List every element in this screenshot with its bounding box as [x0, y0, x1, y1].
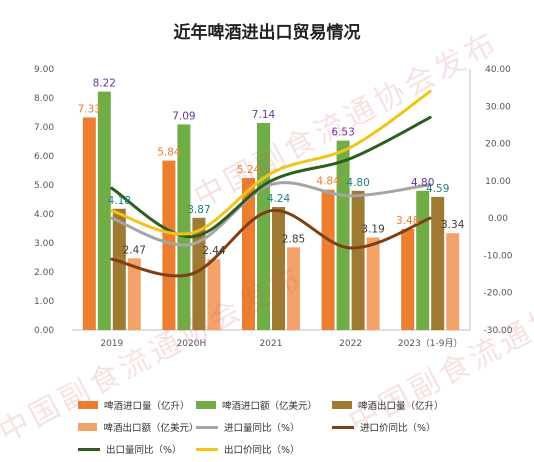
- legend-item: 啤酒出口额（亿美元）: [78, 420, 199, 434]
- legend-swatch: [78, 423, 98, 431]
- left-y-tick-label: 8.00: [34, 94, 54, 104]
- bar-data-label: 2.44: [202, 245, 226, 257]
- bar-data-label: 3.34: [441, 219, 465, 231]
- bar: [446, 233, 460, 330]
- bar-data-label: 7.09: [172, 110, 195, 122]
- bar-data-label: 7.33: [78, 103, 101, 115]
- left-y-tick-label: 5.00: [34, 181, 54, 191]
- legend-item: 啤酒进口额（亿美元）: [196, 398, 332, 412]
- right-y-tick-label: 40.00: [485, 65, 511, 75]
- x-tick-label: 2021: [260, 339, 283, 349]
- legend: 啤酒进口量（亿升） 啤酒进口额（亿美元） 啤酒出口量（亿升） 啤酒出口额（亿美元） 进口…: [78, 398, 518, 456]
- bar-data-label: 4.24: [267, 193, 291, 205]
- bar: [112, 208, 126, 330]
- bar-data-label: 5.24: [237, 164, 261, 176]
- bar: [127, 258, 141, 330]
- bar: [257, 122, 270, 330]
- left-y-tick-label: 7.00: [34, 123, 54, 133]
- bar-data-label: 5.84: [157, 147, 181, 159]
- bar-data-label: 2.47: [123, 244, 146, 256]
- right-y-tick-label: -20.00: [483, 289, 512, 299]
- bar: [162, 160, 176, 330]
- bar-data-label: 2.85: [282, 233, 305, 245]
- legend-item: 啤酒出口量（亿升）: [332, 398, 482, 412]
- bar: [192, 217, 206, 330]
- bars: [82, 91, 460, 331]
- data-labels: 7.33 5.84 5.24 4.84 3.48 8.22 7.09 7.14 6.53 4.80…: [78, 78, 465, 258]
- left-y-tick-label: 4.00: [34, 210, 54, 220]
- legend-swatch: [196, 401, 216, 409]
- legend-swatch: [78, 401, 98, 409]
- legend-label: 进口价同比（%）: [360, 423, 436, 434]
- left-y-tick-label: 1.00: [34, 297, 54, 307]
- bar: [272, 207, 285, 330]
- left-y-tick-label: 3.00: [34, 239, 54, 249]
- legend-label: 进口量同比（%）: [224, 423, 300, 434]
- bar-data-label: 6.53: [331, 127, 354, 139]
- series-line: [110, 89, 432, 236]
- legend-label: 出口量同比（%）: [106, 445, 182, 456]
- right-y-tick-label: 0.00: [488, 214, 508, 224]
- series-line: [110, 115, 432, 239]
- legend-swatch: [196, 425, 218, 429]
- legend-label: 啤酒出口额（亿美元）: [103, 423, 199, 434]
- legend-swatch: [196, 447, 218, 451]
- legend-label: 啤酒进口额（亿美元）: [222, 401, 318, 412]
- bar: [351, 190, 365, 330]
- legend-item: 进口价同比（%）: [332, 420, 482, 434]
- bar-data-label: 8.22: [93, 78, 116, 90]
- bar-data-label: 3.19: [361, 223, 384, 235]
- bar: [401, 229, 415, 330]
- bar-data-label: 4.80: [411, 177, 434, 189]
- legend-item: 进口量同比（%）: [196, 420, 332, 434]
- bar-data-label: 7.14: [252, 109, 276, 121]
- legend-swatch: [332, 401, 352, 409]
- axes: 0.00 1.00 2.00 3.00 4.00 5.00 6.00 7.00 8.00 9.00…: [34, 65, 513, 349]
- x-tick-label: 2022: [339, 339, 362, 349]
- bar: [287, 247, 300, 330]
- left-y-tick-label: 2.00: [34, 268, 54, 278]
- bar-data-label: 4.80: [346, 177, 369, 189]
- bar: [431, 196, 445, 330]
- right-y-tick-label: 20.00: [485, 140, 511, 150]
- chart-title: 近年啤酒进出口贸易情况: [174, 22, 361, 43]
- lines: [110, 89, 432, 278]
- right-y-tick-label: -30.00: [483, 326, 512, 336]
- bar: [97, 91, 111, 331]
- bar-data-label: 4.84: [316, 176, 340, 188]
- left-y-tick-label: 0.00: [34, 326, 54, 336]
- legend-label: 出口价同比（%）: [224, 445, 300, 456]
- legend-label: 啤酒进口量（亿升）: [104, 401, 190, 412]
- bar: [336, 140, 350, 330]
- right-y-tick-label: 30.00: [485, 102, 511, 112]
- bar: [416, 190, 430, 330]
- x-tick-label: 2019: [100, 339, 123, 349]
- legend-item: 出口价同比（%）: [196, 442, 332, 456]
- bar-data-label: 4.59: [426, 183, 449, 195]
- series-line: [110, 209, 432, 278]
- legend-item: 啤酒进口量（亿升）: [78, 398, 196, 412]
- legend-item: 出口量同比（%）: [78, 442, 196, 456]
- legend-label: 啤酒出口量（亿升）: [358, 401, 444, 412]
- x-tick-label: 2023（1-9月）: [398, 338, 463, 349]
- bar: [82, 117, 96, 331]
- bar-data-label: 3.87: [187, 204, 210, 216]
- chart-svg: 近年啤酒进出口贸易情况 0.00 1.00 2.00 3.00 4.00 5.00 6.00…: [34, 22, 513, 349]
- bar: [177, 124, 191, 330]
- right-y-tick-label: -10.00: [483, 251, 512, 261]
- bar-data-label: 4.18: [108, 195, 131, 207]
- bar: [242, 178, 255, 330]
- right-y-tick-label: 10.00: [485, 177, 511, 187]
- series-line: [110, 181, 432, 247]
- left-y-tick-label: 9.00: [34, 65, 54, 75]
- left-y-tick-label: 6.00: [34, 152, 54, 162]
- bar: [321, 189, 335, 330]
- bar: [366, 237, 380, 330]
- legend-swatch: [78, 447, 100, 451]
- bar-data-label: 3.48: [396, 215, 419, 227]
- legend-swatch: [332, 425, 354, 429]
- x-tick-label: 2020H: [177, 339, 207, 349]
- bar: [207, 259, 221, 330]
